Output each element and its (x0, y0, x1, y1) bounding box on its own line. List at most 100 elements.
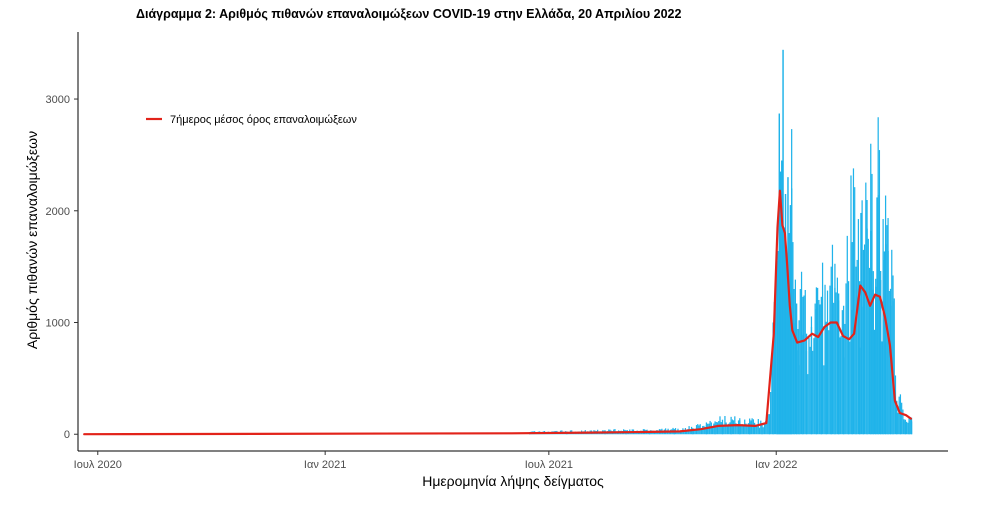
bar (800, 271, 803, 435)
bar (795, 303, 798, 435)
bar (662, 431, 664, 435)
bar (787, 177, 789, 435)
bar (774, 281, 777, 435)
bar (891, 249, 893, 435)
bar (735, 423, 737, 435)
bar (823, 365, 825, 435)
bar (873, 329, 876, 435)
bar (683, 430, 685, 435)
bar (746, 425, 748, 435)
bar (778, 113, 780, 435)
bar (792, 242, 794, 435)
bar (758, 427, 761, 435)
x-ticks: Ιουλ 2020 Ιαν 2021 Ιουλ 2021 Ιαν 2022 (74, 451, 797, 471)
bar (905, 421, 908, 435)
bar (805, 333, 808, 435)
bar (846, 235, 848, 435)
bar (768, 414, 771, 435)
bar (804, 289, 806, 435)
bar (681, 430, 683, 435)
bar (844, 323, 846, 435)
bar (720, 422, 722, 435)
bar (776, 261, 778, 435)
bar (852, 168, 855, 435)
bar (760, 420, 762, 435)
bar (824, 284, 826, 435)
bar (802, 296, 804, 435)
bar (902, 409, 904, 435)
moving-average-line (83, 189, 912, 436)
bar (716, 422, 719, 435)
bar (741, 424, 743, 435)
bar (867, 238, 869, 435)
bar (828, 330, 830, 435)
bar (742, 426, 745, 435)
bar (872, 271, 874, 435)
bar (755, 424, 757, 435)
bar (819, 304, 821, 435)
bar (713, 423, 715, 435)
bar (793, 288, 795, 435)
bar (908, 420, 910, 435)
x-tick-label: Ιουλ 2020 (74, 459, 122, 471)
bar (750, 420, 752, 435)
bar (678, 431, 680, 435)
bar (840, 335, 842, 435)
bar (723, 425, 725, 435)
bar (730, 420, 732, 435)
bar (739, 420, 741, 435)
bar (711, 427, 714, 435)
bar (884, 244, 887, 435)
bar (854, 187, 856, 435)
bar (725, 422, 727, 435)
bar (862, 249, 865, 435)
bar (847, 281, 850, 435)
bar (745, 423, 747, 435)
bar (676, 430, 678, 435)
x-tick-label: Ιαν 2021 (304, 459, 346, 471)
bar (841, 310, 843, 435)
bar (726, 424, 729, 435)
bar (803, 295, 805, 435)
bar (703, 425, 705, 435)
bar (763, 422, 766, 435)
y-tick-label: 1000 (46, 318, 70, 330)
bar (721, 419, 724, 435)
bar (866, 228, 868, 435)
bar (876, 197, 878, 435)
bar (753, 422, 756, 435)
bar (786, 255, 788, 435)
bar (714, 421, 716, 435)
bar (851, 242, 853, 435)
bar (821, 262, 824, 435)
y-tick-label: 0 (64, 429, 70, 441)
bar (863, 244, 866, 435)
bar (839, 337, 841, 435)
bar (686, 430, 688, 435)
bars-layer (529, 49, 913, 435)
legend-label: 7ήμερος μέσος όρος επαναλοιμώξεων (170, 114, 357, 126)
bar (834, 287, 836, 435)
bar (875, 286, 877, 435)
bar (829, 285, 831, 435)
bar (702, 426, 704, 435)
bar (833, 302, 835, 435)
y-axis-title: Αριθμός πιθανών επαναλοιμώξεων (24, 131, 40, 349)
bar (817, 287, 819, 435)
bar (770, 392, 772, 435)
bar (835, 292, 837, 435)
bar (799, 289, 801, 435)
bar (771, 353, 773, 435)
bar (845, 283, 847, 435)
bar (798, 320, 800, 435)
bar (825, 322, 827, 435)
y-tick-label: 3000 (46, 94, 70, 106)
x-tick-label: Ιαν 2022 (755, 459, 797, 471)
bar (705, 425, 708, 435)
bar (761, 424, 763, 435)
bar (736, 424, 738, 435)
x-axis-title: Ημερομηνία λήψης δείγματος (422, 473, 604, 489)
bar (700, 428, 703, 435)
bar (836, 277, 839, 435)
bar (818, 299, 820, 435)
